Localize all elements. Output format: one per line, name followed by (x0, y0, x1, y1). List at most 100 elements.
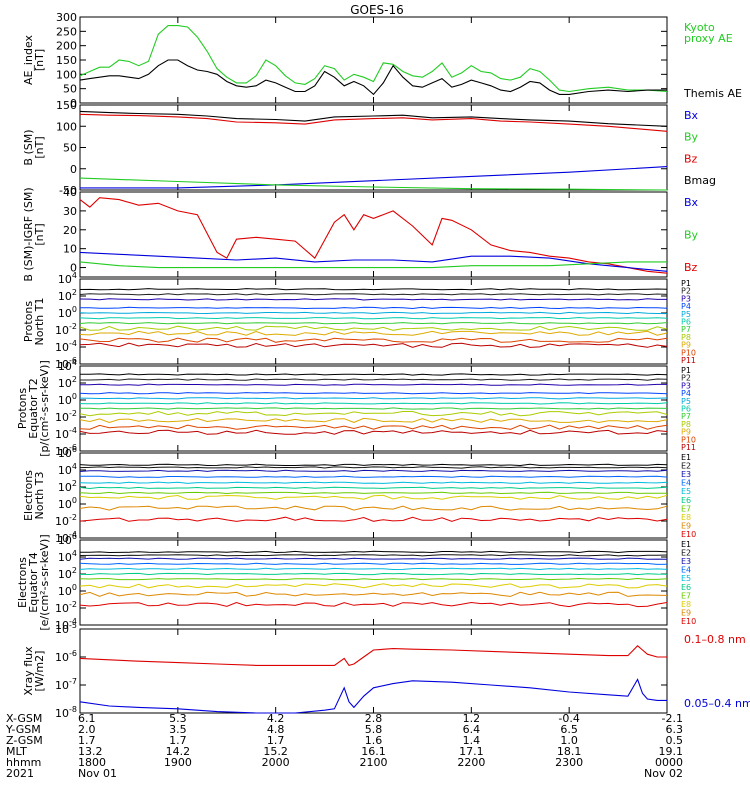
channel-line-e6 (79, 486, 668, 490)
channel-label: E7 (681, 504, 691, 513)
channel-line-p4 (80, 306, 668, 310)
y-tick-label: 100 (58, 496, 77, 511)
channel-line-e2 (79, 554, 668, 557)
x-axis-value: 2100 (360, 756, 388, 769)
y-tick-label: 102 (58, 375, 77, 390)
x-axis-value: 16.1 (361, 745, 386, 758)
channel-label: E6 (681, 496, 691, 505)
channel-line-e8 (79, 583, 668, 589)
y-axis-label: [nT] (33, 136, 46, 158)
x-axis-value: 1.6 (365, 734, 383, 747)
x-axis-value: 2.8 (365, 712, 383, 725)
channel-label: P2 (681, 287, 691, 296)
x-axis-value: 1900 (164, 756, 192, 769)
x-axis-value: 18.1 (557, 745, 582, 758)
channel-line-p3 (79, 298, 667, 301)
series-line-bz (79, 197, 668, 274)
channel-line-p11 (79, 429, 668, 435)
y-axis-label: Equator T4 (27, 552, 40, 612)
x-axis-value: 6.1 (78, 712, 96, 725)
channel-label: P11 (681, 443, 696, 452)
y-axis-label: [W/m2] (33, 651, 46, 692)
x-axis-row-label: Y-GSM (5, 723, 41, 736)
channel-label: P4 (681, 302, 691, 311)
x-axis-value: 2000 (262, 756, 290, 769)
channel-label: E9 (681, 521, 691, 530)
series-line-themis-ae (79, 59, 667, 96)
y-tick-label: 104 (58, 358, 77, 373)
panel-bsm: 150 100 50 0 -50 B (SM)[nT] Bx By Bz Bmag (22, 99, 716, 197)
y-axis-label: North T1 (33, 298, 46, 346)
y-tick-label: 10-6 (55, 649, 77, 664)
channel-line-p8 (79, 410, 668, 417)
y-axis-label: [e/(cm²-s-sr-keV)] (38, 534, 51, 630)
x-axis-value: 1.0 (560, 734, 578, 747)
channel-label: P4 (681, 389, 691, 398)
channel-line-p6 (79, 316, 668, 320)
channel-label: P3 (681, 381, 691, 390)
channel-label: P9 (681, 428, 691, 437)
y-tick-label: 10-2 (55, 409, 77, 424)
channel-line-p10 (79, 424, 668, 430)
channel-label: P9 (681, 341, 691, 350)
y-axis-label: [nT] (33, 49, 46, 71)
y-axis-label: B (SM) (22, 129, 35, 165)
channel-line-p9 (79, 417, 668, 424)
channel-label: P1 (681, 279, 691, 288)
y-tick-label: 300 (56, 11, 77, 24)
x-axis-row-label: Z-GSM (6, 734, 43, 747)
x-axis-value: 1.7 (267, 734, 285, 747)
y-tick-label: 100 (58, 392, 77, 407)
x-axis-value: 17.1 (459, 745, 484, 758)
channel-line-p7 (79, 322, 668, 325)
x-axis-value: 1.7 (78, 734, 96, 747)
series-line-by (79, 177, 668, 191)
x-axis-value: 5.3 (169, 712, 187, 725)
y-tick-label: 106 (58, 532, 77, 547)
plot-title: GOES-16 (350, 3, 404, 17)
x-axis-value: 3.5 (169, 723, 187, 736)
x-axis-value: 1800 (78, 756, 106, 769)
x-axis-value: 0000 (655, 756, 683, 769)
y-axis-label: Electrons (16, 557, 29, 608)
x-axis-value: 15.2 (263, 745, 288, 758)
y-tick-label: 10-8 (55, 705, 77, 720)
y-tick-label: 10-2 (55, 322, 77, 337)
legend-entry: Bz (684, 152, 698, 165)
series-line-0-05-0-4-nm (79, 678, 667, 714)
y-tick-label: 50 (63, 142, 77, 155)
y-tick-label: 10-2 (55, 513, 77, 528)
panel-ae: 300250200150100500AE_index[nT]Kyotoproxy… (22, 11, 742, 110)
x-axis-row-label: hhmm (6, 756, 41, 769)
y-tick-label: 100 (58, 305, 77, 320)
channel-line-e5 (79, 567, 668, 571)
y-axis-label: AE_index (22, 34, 35, 85)
y-tick-label: 100 (56, 68, 77, 81)
y-tick-label: 150 (56, 54, 77, 67)
y-tick-label: 100 (58, 583, 77, 598)
channel-label: E8 (681, 513, 691, 522)
y-tick-label: 10-4 (55, 339, 77, 354)
legend-entry: By (684, 131, 699, 144)
channel-line-e1 (79, 550, 668, 554)
y-tick-label: 0 (70, 262, 77, 275)
channel-line-p5 (79, 397, 668, 400)
y-tick-label: 104 (58, 549, 77, 564)
y-tick-label: -50 (59, 184, 77, 197)
x-axis-row-label: 2021 (6, 767, 34, 780)
y-tick-label: 102 (58, 479, 77, 494)
channel-label: P3 (681, 294, 691, 303)
y-tick-label: 104 (58, 462, 77, 477)
x-axis-value: -0.4 (558, 712, 579, 725)
y-tick-label: 20 (63, 224, 77, 237)
channel-line-e10 (79, 516, 668, 522)
y-axis-label: B (SM)-IGRF (SM) (22, 187, 35, 281)
y-axis-label: [nT] (33, 223, 46, 245)
x-axis-value: 2200 (457, 756, 485, 769)
y-tick-label: 0 (70, 163, 77, 176)
legend-entry: Kyoto (684, 21, 715, 34)
